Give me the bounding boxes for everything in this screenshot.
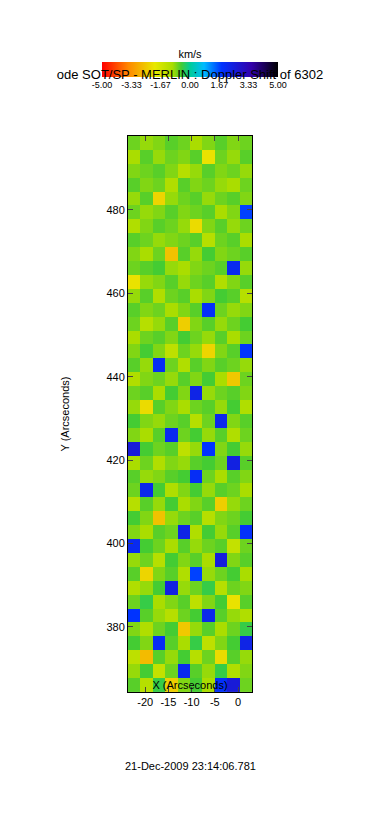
svg-text:-20: -20: [137, 696, 153, 708]
svg-text:Y (Arcseconds): Y (Arcseconds): [59, 377, 71, 452]
svg-text:380: 380: [106, 621, 124, 633]
svg-text:-15: -15: [160, 696, 176, 708]
svg-text:X (Arcseconds): X (Arcseconds): [152, 679, 227, 691]
svg-text:km/s: km/s: [178, 48, 202, 60]
svg-text:ode SOT/SP - MERLIN : Doppler: ode SOT/SP - MERLIN : Doppler Shift of 6…: [57, 67, 323, 82]
svg-text:420: 420: [106, 454, 124, 466]
svg-text:-5.00: -5.00: [92, 80, 113, 90]
svg-text:480: 480: [106, 204, 124, 216]
svg-text:1.67: 1.67: [211, 80, 229, 90]
svg-text:0: 0: [235, 696, 241, 708]
svg-text:440: 440: [106, 371, 124, 383]
svg-text:5.00: 5.00: [269, 80, 287, 90]
svg-text:-5: -5: [210, 696, 220, 708]
svg-text:3.33: 3.33: [240, 80, 258, 90]
svg-text:-10: -10: [184, 696, 200, 708]
svg-text:0.00: 0.00: [181, 80, 199, 90]
svg-text:460: 460: [106, 287, 124, 299]
svg-text:-3.33: -3.33: [121, 80, 142, 90]
svg-text:400: 400: [106, 537, 124, 549]
svg-text:-1.67: -1.67: [150, 80, 171, 90]
svg-text:21-Dec-2009 23:14:06.781: 21-Dec-2009 23:14:06.781: [125, 760, 256, 772]
